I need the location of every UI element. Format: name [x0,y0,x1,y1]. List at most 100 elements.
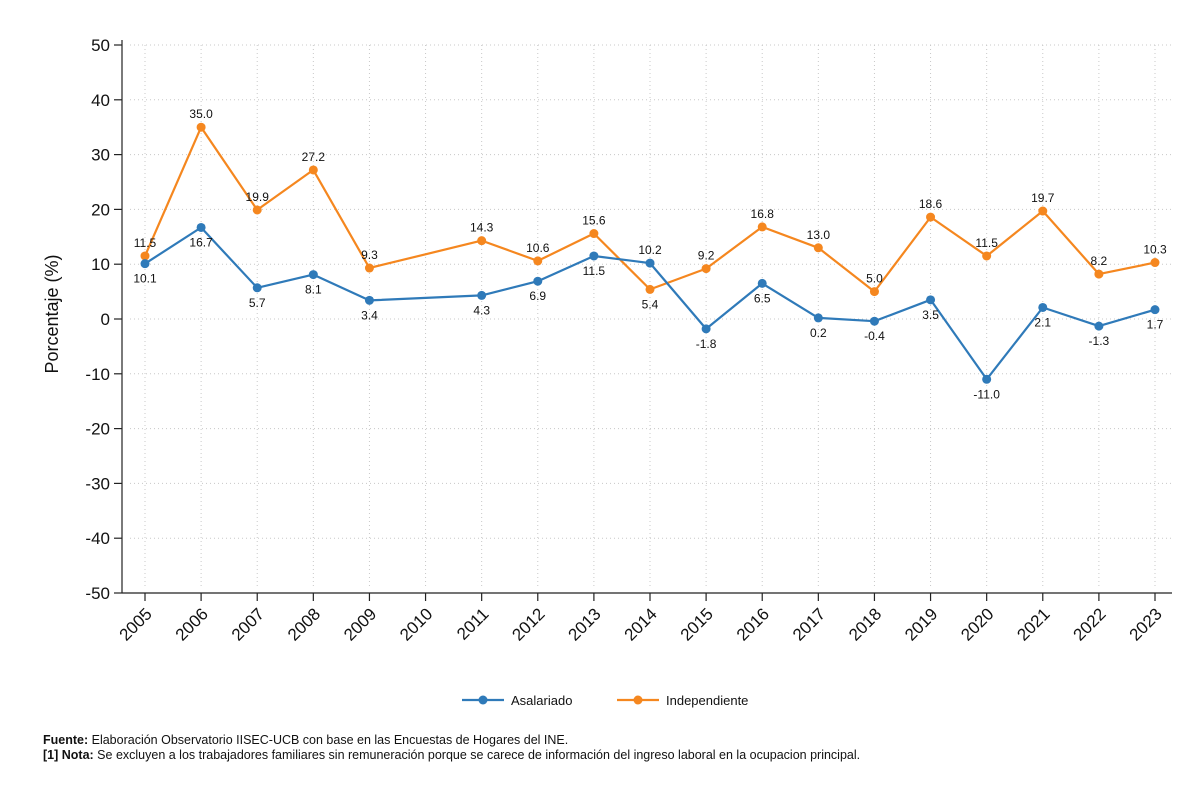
data-point-asalariado [813,313,823,323]
data-label-asalariado: 3.4 [361,308,378,322]
data-label-independiente: 11.5 [134,236,157,250]
data-labels: 10.1 11.5 16.7 35.0 5.7 19.9 8.1 27.2 3.4 9.3 4.3 1… [133,107,1167,401]
data-point-asalariado [196,222,206,232]
series-lines [140,122,1160,384]
data-label-asalariado: 16.7 [189,235,213,249]
x-tick-label: 2019 [901,604,941,644]
data-label-asalariado: 6.9 [529,289,546,303]
data-point-asalariado [645,258,655,268]
data-point-asalariado [589,251,599,261]
series-line-independiente [143,126,1156,293]
source-text: Elaboración Observatorio IISEC-UCB con b… [88,733,569,747]
data-label-independiente: 15.6 [582,214,606,228]
data-point-asalariado [308,270,318,280]
x-tick-label: 2021 [1013,604,1053,644]
data-point-independiente [589,229,599,239]
y-tick-label: -30 [85,474,110,493]
data-label-asalariado: 10.1 [133,272,157,286]
data-label-asalariado: 10.2 [638,243,662,257]
x-tick-label: 2022 [1070,604,1110,644]
data-point-independiente [926,212,936,222]
data-label-asalariado: -11.0 [973,387,1000,401]
data-point-asalariado [701,324,711,334]
data-label-independiente: 14.3 [470,221,494,235]
data-label-independiente: 19.9 [246,190,270,204]
series-line-asalariado [144,226,1156,381]
data-point-asalariado [926,295,936,305]
data-label-independiente: 9.2 [698,249,715,263]
footnote: [1] Nota: Se excluyen a los trabajadores… [43,748,860,763]
data-point-independiente [364,263,374,273]
data-label-independiente: 35.0 [189,107,213,121]
data-point-asalariado [364,295,374,305]
data-label-independiente: 16.8 [751,207,775,221]
note-label: [1] Nota: [43,748,94,762]
data-label-asalariado: 6.5 [754,291,771,305]
legend-label-independiente: Independiente [666,693,748,708]
data-label-independiente: 10.3 [1143,243,1167,257]
data-point-asalariado [1038,302,1048,312]
data-label-independiente: 18.6 [919,197,943,211]
data-point-independiente [308,165,318,175]
x-tick-label: 2015 [677,604,717,644]
x-tick-label: 2017 [789,604,829,644]
data-label-asalariado: -0.4 [864,329,885,343]
note-text: Se excluyen a los trabajadores familiare… [93,748,861,762]
data-label-asalariado: 8.1 [305,283,322,297]
data-point-independiente [1150,258,1160,268]
data-label-asalariado: 1.7 [1147,318,1164,332]
data-point-independiente [533,256,543,266]
chart-notes: Fuente: Elaboración Observatorio IISEC-U… [43,733,860,763]
x-tick-label: 2016 [733,604,773,644]
source-label: Fuente: [43,733,89,747]
data-point-asalariado [477,290,487,300]
y-tick-label: 40 [91,91,110,110]
data-label-independiente: 9.3 [361,248,378,262]
x-tick-label: 2020 [957,604,997,644]
data-label-asalariado: 11.5 [583,264,606,278]
data-point-independiente [1094,269,1104,279]
data-point-asalariado [533,276,543,286]
data-point-asalariado [140,259,150,269]
data-point-asalariado [869,316,879,326]
y-tick-label: -20 [85,420,110,439]
data-point-independiente [701,264,711,274]
data-point-asalariado [757,278,767,288]
data-label-independiente: 27.2 [302,150,326,164]
x-tick-label: 2023 [1126,604,1166,644]
x-tick-label: 2012 [508,604,548,644]
x-tick-label: 2009 [340,604,380,644]
data-label-asalariado: 3.5 [922,308,939,322]
y-tick-label: 0 [101,310,110,329]
x-tick-label: 2014 [621,604,661,644]
data-point-independiente [252,205,262,215]
x-tick-label: 2007 [228,604,268,644]
y-tick-label: -50 [85,584,110,603]
legend: Asalariado Independiente [462,693,748,708]
data-label-asalariado: 4.3 [473,303,490,317]
legend-marker-asalariado [478,695,488,705]
data-point-independiente [982,251,992,261]
y-tick-label: 30 [91,146,110,165]
data-point-asalariado [252,283,262,293]
legend-marker-independiente [633,695,643,705]
x-tick-label: 2013 [565,604,605,644]
x-tick-label: 2006 [172,604,212,644]
data-point-asalariado [1150,305,1160,315]
data-point-asalariado [982,374,992,384]
data-point-independiente [757,222,767,232]
grid-lines [130,44,1172,594]
data-label-asalariado: 5.7 [249,296,266,310]
x-tick-label: 2018 [845,604,885,644]
data-label-asalariado: 2.1 [1034,315,1051,329]
data-label-independiente: 19.7 [1031,191,1055,205]
data-label-independiente: 13.0 [807,228,831,242]
y-tick-label: -10 [85,365,110,384]
data-label-asalariado: 0.2 [810,326,827,340]
data-label-asalariado: -1.8 [696,337,717,351]
data-point-independiente [477,236,487,246]
data-point-independiente [813,243,823,253]
data-label-independiente: 10.6 [526,241,550,255]
